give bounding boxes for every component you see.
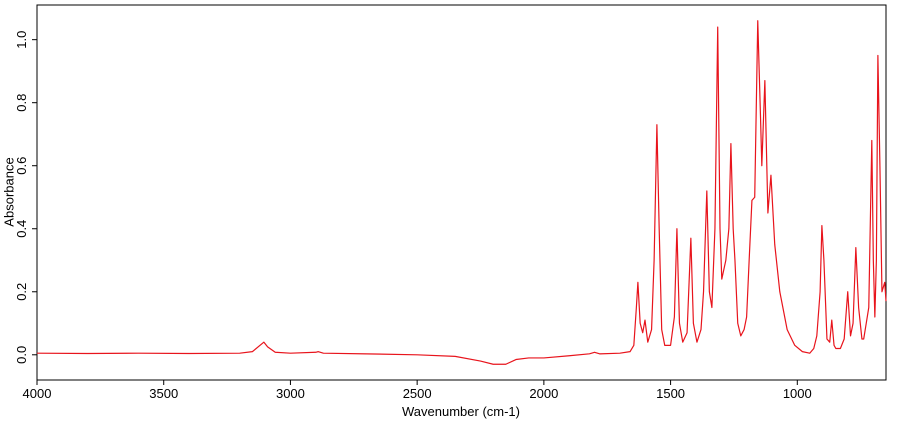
y-tick-label: 0.6	[14, 157, 29, 175]
x-tick-label: 3000	[276, 386, 305, 401]
x-axis-title: Wavenumber (cm-1)	[402, 404, 520, 419]
y-tick-label: 0.8	[14, 94, 29, 112]
y-axis-title: Absorbance	[1, 157, 16, 226]
plot-frame	[36, 4, 887, 381]
x-tick-label: 4000	[23, 386, 52, 401]
x-tick-label: 1500	[656, 386, 685, 401]
x-tick-label: 2000	[529, 386, 558, 401]
y-tick-label: 0.4	[14, 220, 29, 238]
x-tick-label: 2500	[403, 386, 432, 401]
x-tick-label: 3500	[149, 386, 178, 401]
spectrum-line	[36, 20, 887, 365]
x-tick-label: 1000	[783, 386, 812, 401]
y-tick-label: 1.0	[14, 31, 29, 49]
y-tick-label: 0.0	[14, 346, 29, 364]
y-tick-label: 0.2	[14, 283, 29, 301]
